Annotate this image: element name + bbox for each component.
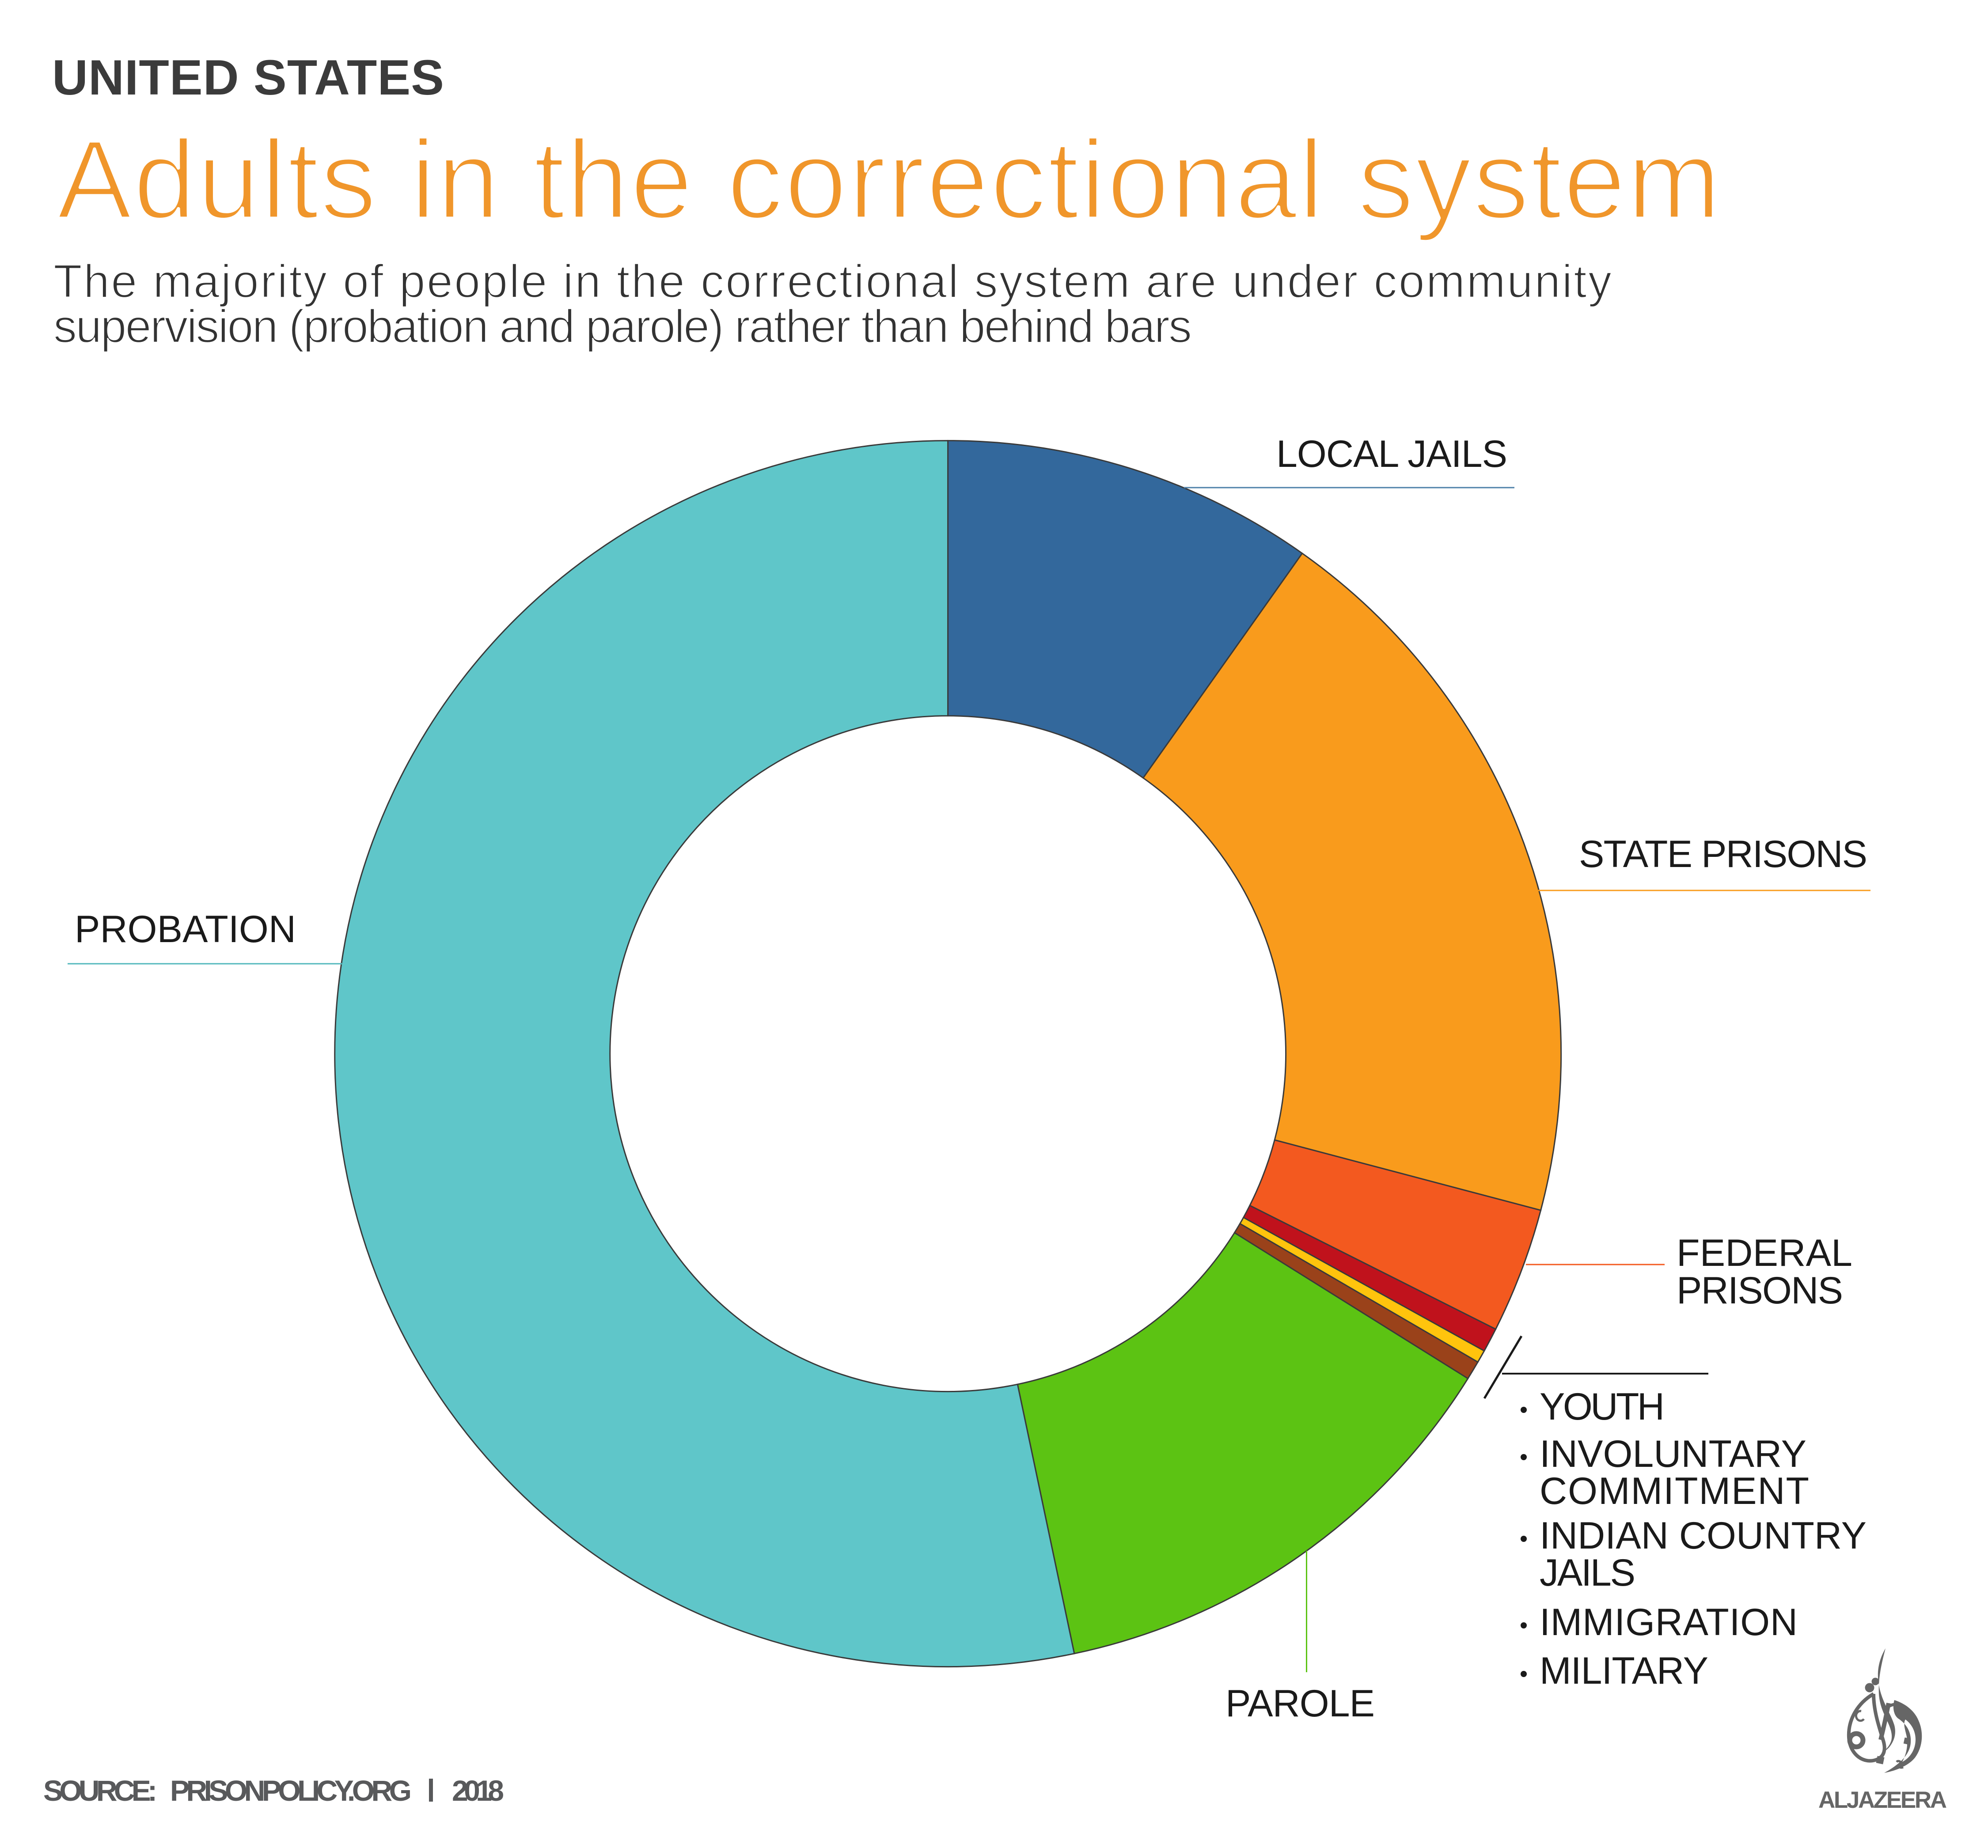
svg-text:PRISONPOLICY.ORG: PRISONPOLICY.ORG: [170, 1774, 412, 1807]
svg-text:SOURCE:: SOURCE:: [43, 1774, 157, 1807]
svg-text:Adults in the correctional sys: Adults in the correctional system: [57, 117, 1721, 242]
svg-text:JAILS: JAILS: [1540, 1552, 1635, 1594]
svg-text:COMMITMENT: COMMITMENT: [1540, 1470, 1809, 1512]
svg-text:PROBATION: PROBATION: [75, 908, 296, 951]
svg-text:MILITARY: MILITARY: [1540, 1650, 1708, 1692]
svg-text:YOUTH: YOUTH: [1540, 1386, 1665, 1428]
svg-text:supervision (probation and par: supervision (probation and parole) rathe…: [53, 300, 1192, 352]
svg-text:IMMIGRATION: IMMIGRATION: [1540, 1601, 1798, 1644]
svg-text:PRISONS: PRISONS: [1677, 1269, 1843, 1312]
svg-text:FEDERAL: FEDERAL: [1677, 1232, 1852, 1274]
svg-text:INVOLUNTARY: INVOLUNTARY: [1540, 1433, 1806, 1475]
svg-text:INDIAN COUNTRY: INDIAN COUNTRY: [1540, 1515, 1867, 1557]
svg-text:PAROLE: PAROLE: [1225, 1682, 1375, 1725]
svg-text:2018: 2018: [452, 1774, 504, 1807]
svg-text:UNITED STATES: UNITED STATES: [52, 50, 444, 105]
svg-text:The majority of people in the: The majority of people in the correction…: [53, 255, 1612, 307]
svg-text:LOCAL JAILS: LOCAL JAILS: [1276, 433, 1507, 475]
svg-text:ALJAZEERA: ALJAZEERA: [1818, 1787, 1947, 1813]
svg-text:STATE PRISONS: STATE PRISONS: [1579, 833, 1867, 875]
